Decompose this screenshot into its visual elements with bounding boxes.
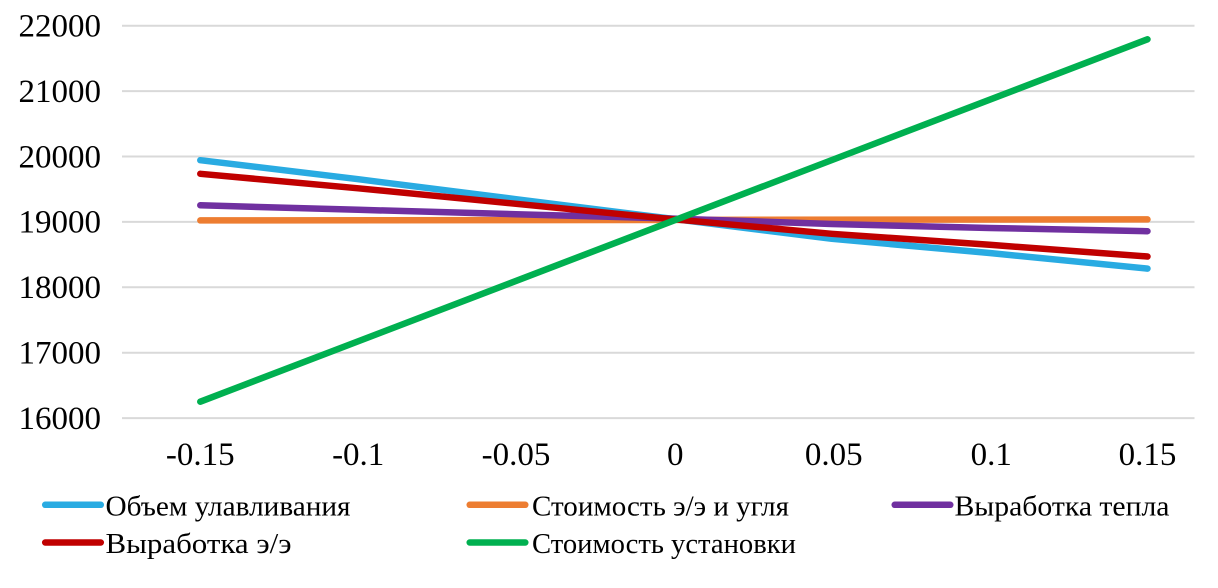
svg-text:-0.1: -0.1 <box>332 437 384 473</box>
svg-text:18000: 18000 <box>19 270 102 306</box>
svg-text:22000: 22000 <box>19 9 102 45</box>
svg-text:-0.05: -0.05 <box>482 437 551 473</box>
svg-text:-0.15: -0.15 <box>166 437 235 473</box>
svg-text:Объем улавливания: Объем улавливания <box>106 491 351 523</box>
svg-text:19000: 19000 <box>19 205 102 241</box>
svg-text:20000: 20000 <box>19 139 102 175</box>
svg-text:Выработка тепла: Выработка тепла <box>955 491 1170 523</box>
svg-text:Выработка э/э: Выработка э/э <box>106 528 292 560</box>
svg-text:0: 0 <box>667 437 684 473</box>
svg-text:0.15: 0.15 <box>1119 437 1177 473</box>
svg-text:17000: 17000 <box>19 336 102 372</box>
svg-text:Стоимость э/э и угля: Стоимость э/э и угля <box>532 491 789 523</box>
svg-text:0.1: 0.1 <box>971 437 1012 473</box>
svg-text:Стоимость установки: Стоимость установки <box>532 528 796 560</box>
svg-text:0.05: 0.05 <box>805 437 863 473</box>
svg-text:16000: 16000 <box>19 401 102 437</box>
svg-text:21000: 21000 <box>19 74 102 110</box>
